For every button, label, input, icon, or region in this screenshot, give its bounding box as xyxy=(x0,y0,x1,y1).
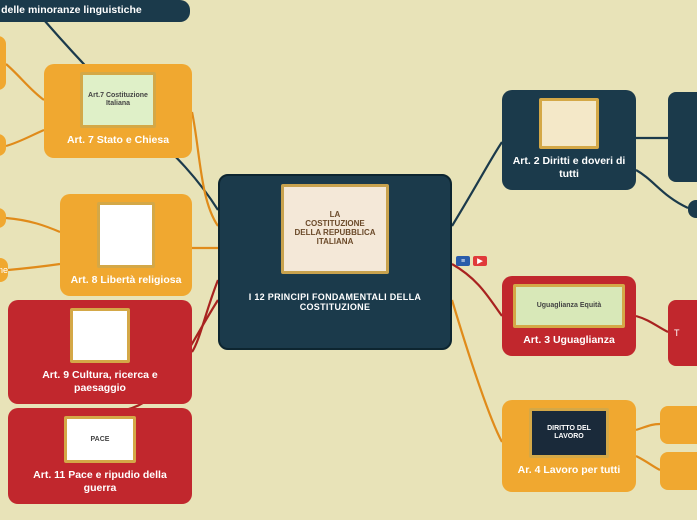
partial-node[interactable]: T xyxy=(668,300,697,366)
node-label: Art. 6 Tutela delle minoranze linguistic… xyxy=(0,4,142,18)
node-label: Art. 11 Pace e ripudio della guerra xyxy=(16,469,184,496)
mindmap-node-art4[interactable]: DIRITTO DEL LAVORO Ar. 4 Lavoro per tutti xyxy=(502,400,636,492)
mindmap-node-art11[interactable]: PACE Art. 11 Pace e ripudio della guerra xyxy=(8,408,192,504)
partial-node[interactable] xyxy=(688,200,697,218)
mindmap-node-art7[interactable]: Art.7 Costituzione Italiana Art. 7 Stato … xyxy=(44,64,192,158)
node-label: Art. 3 Uguaglianza xyxy=(523,334,615,348)
connector xyxy=(192,280,218,352)
partial-node[interactable]: la xyxy=(0,134,6,156)
connector xyxy=(636,316,668,332)
mindmap-node-art2[interactable]: Art. 2 Diritti e doveri di tutti xyxy=(502,90,636,190)
video-icon[interactable]: ▶ xyxy=(473,256,487,266)
partial-node[interactable]: gione xyxy=(0,258,8,282)
node-label: Art. 7 Stato e Chiesa xyxy=(67,134,169,148)
node-thumb: Art.7 Costituzione Italiana xyxy=(80,72,156,128)
node-thumb: Uguaglianza Equità xyxy=(513,284,625,328)
connector xyxy=(8,264,60,270)
connector xyxy=(6,130,44,146)
node-badges: ≡▶ xyxy=(456,256,487,266)
node-label: Ar. 4 Lavoro per tutti xyxy=(518,464,621,478)
partial-node[interactable] xyxy=(0,36,6,90)
node-thumb xyxy=(539,98,599,149)
connector xyxy=(192,112,218,226)
mindmap-node-art3[interactable]: Uguaglianza Equità Art. 3 Uguaglianza xyxy=(502,276,636,356)
connector xyxy=(452,264,502,316)
node-label: Art. 2 Diritti e doveri di tutti xyxy=(510,155,628,182)
center-node[interactable]: LA COSTITUZIONE DELLA REPUBBLICA ITALIAN… xyxy=(218,174,452,350)
connector xyxy=(636,424,660,430)
connector xyxy=(452,142,502,226)
connector xyxy=(636,456,660,470)
connector xyxy=(6,64,44,100)
mindmap-node-art6[interactable]: Art. 6 Tutela delle minoranze linguistic… xyxy=(0,0,190,22)
notes-icon[interactable]: ≡ xyxy=(456,256,470,266)
partial-node[interactable] xyxy=(668,92,697,182)
node-thumb: DIRITTO DEL LAVORO xyxy=(529,408,609,458)
connector xyxy=(452,300,502,442)
mindmap-node-art8[interactable]: Art. 8 Libertà religiosa xyxy=(60,194,192,296)
partial-node[interactable] xyxy=(660,452,697,490)
partial-node[interactable] xyxy=(0,208,6,228)
node-label: Art. 9 Cultura, ricerca e paesaggio xyxy=(16,369,184,396)
center-thumb: LA COSTITUZIONE DELLA REPUBBLICA ITALIAN… xyxy=(281,184,389,274)
mindmap-node-art9[interactable]: Art. 9 Cultura, ricerca e paesaggio xyxy=(8,300,192,404)
node-thumb xyxy=(97,202,155,268)
partial-node[interactable] xyxy=(660,406,697,444)
connector xyxy=(6,218,60,232)
center-caption: I 12 PRINCIPI FONDAMENTALI DELLA COSTITU… xyxy=(228,292,442,312)
node-label: Art. 8 Libertà religiosa xyxy=(71,274,182,288)
node-thumb xyxy=(70,308,130,363)
node-thumb: PACE xyxy=(64,416,136,463)
